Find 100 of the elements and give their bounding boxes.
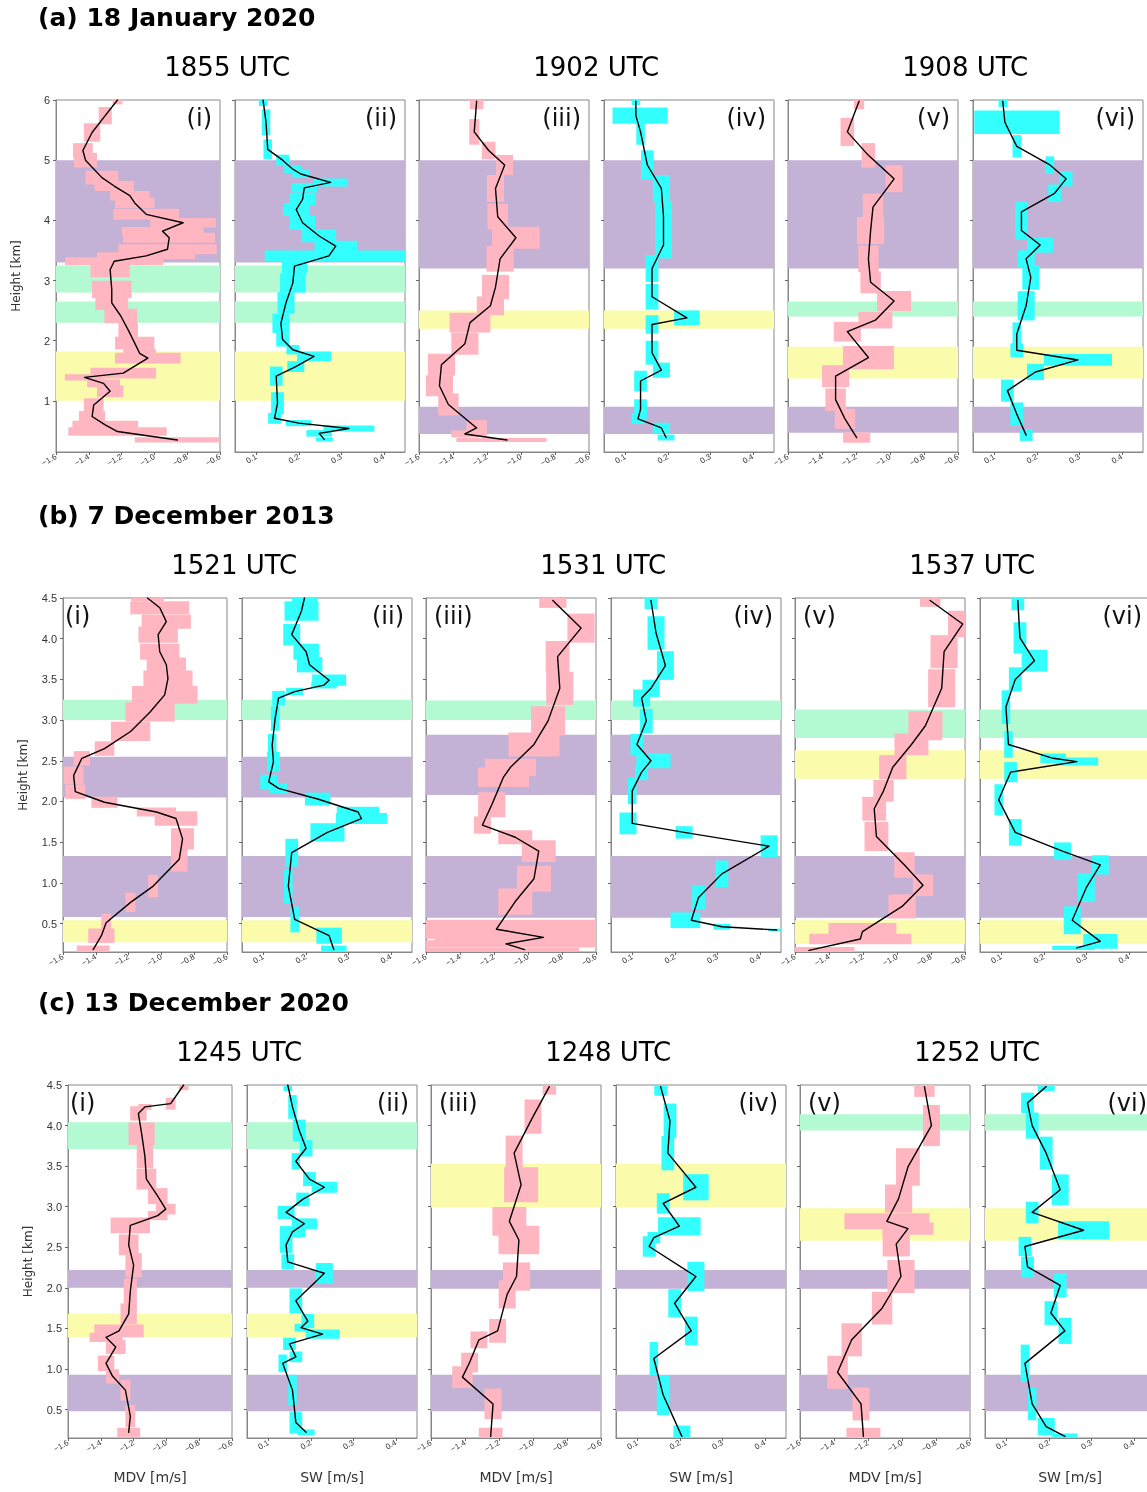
y-tick-label: 2 [43, 334, 50, 347]
annotation: (iv) [732, 602, 773, 630]
x-tick-label: −1.2 [840, 451, 859, 468]
x-tick-label: 0.3 [335, 951, 351, 966]
x-tick-label: 0.4 [378, 951, 393, 966]
y-tick-label: 2.5 [41, 754, 57, 767]
y-tick-label: 1 [43, 394, 50, 407]
x-tick-label: −0.8 [178, 951, 197, 968]
y-tick-label: 1.5 [41, 836, 57, 849]
annotation: (ii) [364, 104, 397, 132]
x-tick-label: −1.6 [415, 1437, 434, 1454]
annotation: (vi) [1094, 104, 1135, 132]
x-tick-label: −1.2 [105, 451, 125, 468]
x-tick-label: −0.8 [920, 1437, 939, 1454]
y-tick-label: 3 [43, 274, 50, 287]
x-tick-label: 0.4 [371, 451, 386, 466]
x-tick-label: 0.3 [340, 1437, 356, 1452]
x-tick-label: −1.6 [47, 951, 66, 968]
y-tick-label: 1.5 [46, 1322, 62, 1335]
chart-subtitle: 1537 UTC [908, 550, 1037, 580]
y-tick-label: 1.0 [46, 1363, 62, 1376]
x-tick-label: −1.0 [517, 1437, 536, 1454]
annotation: (vi) [1106, 1089, 1147, 1117]
x-tick-label: −0.6 [949, 951, 968, 968]
annotation: (i) [65, 602, 91, 630]
x-tick-label: −1.0 [145, 951, 165, 968]
annotation: (v) [803, 602, 836, 630]
x-tick-label: −1.6 [784, 1437, 803, 1454]
chart-subtitle: 1902 UTC [532, 52, 661, 82]
x-tick-label: 0.4 [383, 1437, 398, 1452]
x-axis-title: SW [m/s] [1037, 1469, 1102, 1485]
y-tick-label: 3.0 [41, 714, 57, 727]
x-tick-label: 0.1 [250, 951, 266, 966]
line-series [105, 1084, 185, 1434]
x-tick-label: 0.1 [619, 951, 635, 966]
x-tick-label: −1.6 [52, 1437, 71, 1454]
chart-subtitle: 1531 UTC [539, 550, 668, 580]
x-tick-label: 0.2 [1031, 951, 1046, 966]
y-tick-label: 2.0 [41, 795, 57, 808]
y-axis-title: Height [km] [9, 240, 23, 312]
x-tick-label: −1.6 [40, 451, 59, 468]
x-axis-title: MDV [m/s] [479, 1469, 553, 1485]
x-tick-label: −0.6 [942, 451, 961, 468]
chart-subtitle: 1248 UTC [544, 1037, 673, 1067]
y-tick-label: 4.0 [46, 1119, 62, 1132]
x-tick-label: −0.6 [573, 451, 592, 468]
x-tick-label: −1.2 [112, 951, 132, 968]
x-tick-label: −1.0 [881, 951, 900, 968]
x-tick-label: −0.6 [580, 951, 599, 968]
x-tick-label: −0.6 [211, 951, 230, 968]
annotation: (i) [70, 1089, 96, 1117]
annotation: (v) [917, 104, 951, 132]
chart-title: (b) 7 December 2013 [38, 501, 335, 530]
x-tick-label: 0.2 [1024, 451, 1039, 466]
x-tick-label: 0.2 [655, 451, 670, 466]
x-tick-label: −0.8 [183, 1437, 202, 1454]
y-tick-label: 0.5 [41, 917, 57, 930]
x-tick-label: 0.3 [697, 451, 713, 466]
x-tick-label: 0.2 [293, 951, 308, 966]
x-tick-label: 0.3 [1066, 451, 1082, 466]
y-tick-label: 5 [43, 154, 50, 167]
x-tick-label: −1.2 [852, 1437, 871, 1454]
annotation: (i) [186, 104, 213, 132]
x-tick-label: 0.4 [1116, 951, 1131, 966]
x-tick-label: −1.0 [512, 951, 531, 968]
x-tick-label: −1.6 [410, 951, 429, 968]
x-axis-title: MDV [m/s] [848, 1469, 922, 1485]
y-tick-label: 4.0 [41, 632, 57, 645]
x-tick-label: −1.0 [886, 1437, 905, 1454]
chart-subtitle: 1908 UTC [901, 52, 1030, 82]
x-tick-label: −1.4 [444, 951, 463, 968]
x-tick-label: −1.6 [403, 451, 422, 468]
x-tick-label: −1.4 [818, 1437, 837, 1454]
y-tick-label: 2.5 [46, 1241, 62, 1254]
y-tick-label: 3.5 [41, 673, 57, 686]
x-tick-label: 0.1 [255, 1437, 271, 1452]
x-tick-label: 0.4 [752, 1437, 767, 1452]
y-tick-label: 3.5 [46, 1160, 62, 1173]
x-tick-label: −0.8 [551, 1437, 570, 1454]
x-tick-label: −1.2 [478, 951, 497, 968]
annotation: (iii) [434, 602, 473, 630]
y-tick-label: 4.5 [46, 1079, 62, 1091]
y-tick-label: 2.0 [46, 1281, 62, 1294]
y-tick-label: 6 [43, 94, 50, 106]
x-tick-label: −1.4 [84, 1437, 104, 1454]
x-tick-label: −0.8 [546, 951, 565, 968]
x-tick-label: −1.4 [813, 951, 832, 968]
x-tick-label: 0.2 [298, 1437, 313, 1452]
x-tick-label: 0.2 [286, 451, 301, 466]
x-tick-label: −1.2 [117, 1437, 137, 1454]
x-tick-label: 0.1 [612, 451, 628, 466]
x-tick-label: −1.6 [779, 951, 798, 968]
x-tick-label: 0.4 [740, 451, 755, 466]
x-tick-label: −1.4 [79, 951, 99, 968]
y-tick-label: 0.5 [46, 1403, 62, 1416]
x-axis-title: MDV [m/s] [113, 1469, 187, 1485]
y-tick-label: 3.0 [46, 1200, 62, 1213]
x-tick-label: 0.2 [667, 1437, 682, 1452]
x-tick-label: −1.0 [874, 451, 893, 468]
x-tick-label: −0.8 [171, 451, 190, 468]
